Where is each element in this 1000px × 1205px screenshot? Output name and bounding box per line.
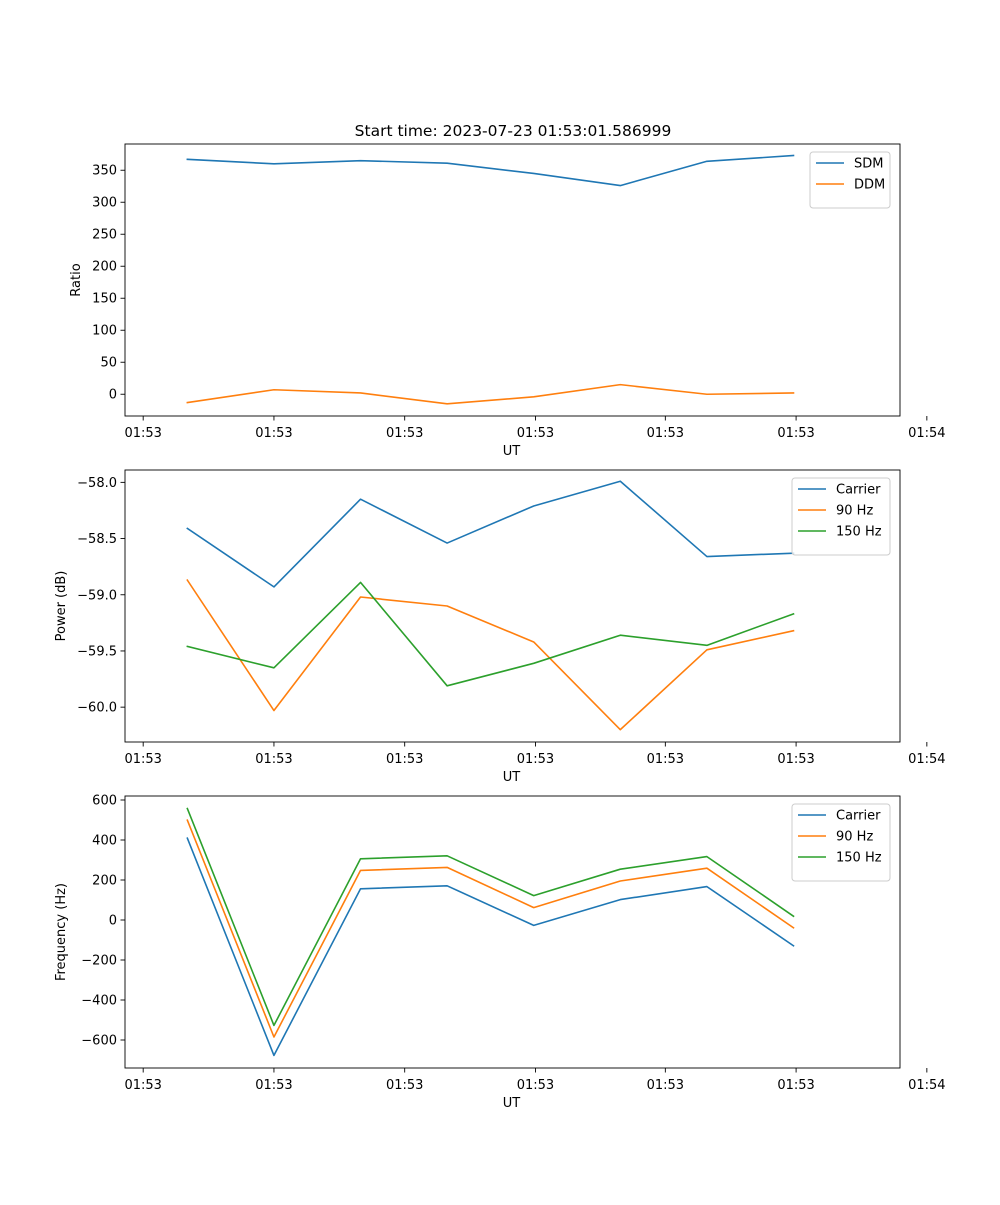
series-line-150-hz [186, 581, 795, 687]
legend: Carrier 90 Hz 150 Hz [791, 803, 891, 882]
x-tick-label: 01:53 [517, 426, 554, 441]
x-tick-label: 01:53 [517, 752, 554, 767]
x-tick-label: 01:54 [908, 752, 945, 767]
series-line-90-hz [186, 819, 795, 1038]
legend: SDM DDM [809, 151, 891, 209]
legend-label: 90 Hz [836, 504, 873, 519]
y-tick-label: −59.0 [77, 588, 117, 603]
y-tick-label: 300 [92, 196, 117, 211]
y-tick-label: 0 [109, 914, 117, 929]
x-axis-label: UT [503, 444, 521, 459]
y-tick-label: 600 [92, 794, 117, 809]
x-tick-label: 01:53 [124, 426, 161, 441]
y-tick-label: 200 [92, 260, 117, 275]
series-line-150-hz [186, 807, 795, 1027]
legend-box [791, 477, 891, 556]
x-tick-label: 01:53 [124, 752, 161, 767]
y-tick-label: 50 [100, 356, 117, 371]
x-tick-label: 01:53 [386, 1078, 423, 1093]
x-tick-label: 01:53 [777, 1078, 814, 1093]
x-tick-label: 01:53 [124, 1078, 161, 1093]
y-tick-label: −59.5 [77, 644, 117, 659]
x-tick-label: 01:53 [647, 426, 684, 441]
y-tick-label: 100 [92, 324, 117, 339]
legend-box [791, 803, 891, 882]
y-axis-label: Ratio [69, 263, 84, 296]
legend-box [809, 151, 891, 209]
y-tick-label: −400 [81, 994, 117, 1009]
subplot-3: 01:53 01:53 01:53 01:53 01:53 01:53 01:54 −600 −… [54, 794, 946, 1112]
y-tick-label: −200 [81, 954, 117, 969]
series-line-sdm [186, 154, 795, 187]
y-tick-label: −58.5 [77, 532, 117, 547]
x-axis-label: UT [503, 770, 521, 785]
x-tick-label: 01:54 [908, 426, 945, 441]
legend-label: 90 Hz [836, 830, 873, 845]
series-line-90-hz [186, 579, 795, 731]
x-tick-label: 01:53 [386, 426, 423, 441]
x-tick-label: 01:53 [386, 752, 423, 767]
x-tick-label: 01:53 [255, 752, 292, 767]
y-tick-label: 150 [92, 292, 117, 307]
y-tick-label: 250 [92, 228, 117, 243]
legend-label: 150 Hz [836, 851, 882, 866]
legend-label: 150 Hz [836, 525, 882, 540]
legend-label: Carrier [836, 483, 881, 498]
series-line-carrier [186, 480, 795, 588]
x-tick-label: 01:53 [777, 426, 814, 441]
x-tick-label: 01:53 [255, 426, 292, 441]
legend: Carrier 90 Hz 150 Hz [791, 477, 891, 556]
y-tick-label: 0 [109, 388, 117, 403]
y-tick-label: −58.0 [77, 476, 117, 491]
x-tick-label: 01:53 [255, 1078, 292, 1093]
x-tick-label: 01:53 [517, 1078, 554, 1093]
legend-label: SDM [854, 157, 883, 172]
y-tick-label: −600 [81, 1034, 117, 1049]
x-tick-label: 01:53 [777, 752, 814, 767]
legend-label: Carrier [836, 809, 881, 824]
x-tick-label: 01:53 [647, 752, 684, 767]
y-tick-label: 200 [92, 874, 117, 889]
plot-frame [124, 469, 901, 743]
legend-label: DDM [854, 178, 885, 193]
y-tick-label: −60.0 [77, 701, 117, 716]
y-tick-label: 400 [92, 834, 117, 849]
x-tick-label: 01:53 [647, 1078, 684, 1093]
subplot-1: 01:53 01:53 01:53 01:53 01:53 01:53 01:54 0 50 10… [69, 143, 946, 459]
y-tick-label: 350 [92, 164, 117, 179]
subplot-2: 01:53 01:53 01:53 01:53 01:53 01:53 01:54 −60.0… [54, 469, 946, 785]
series-line-carrier [186, 837, 795, 1057]
x-axis-label: UT [503, 1096, 521, 1111]
plot-frame [124, 795, 901, 1069]
y-axis-label: Power (dB) [54, 571, 69, 642]
y-axis-label: Frequency (Hz) [54, 883, 69, 981]
x-tick-label: 01:54 [908, 1078, 945, 1093]
chart-title: Start time: 2023-07-23 01:53:01.586999 [355, 122, 672, 140]
series-line-ddm [186, 383, 795, 405]
plot-frame [124, 143, 901, 417]
